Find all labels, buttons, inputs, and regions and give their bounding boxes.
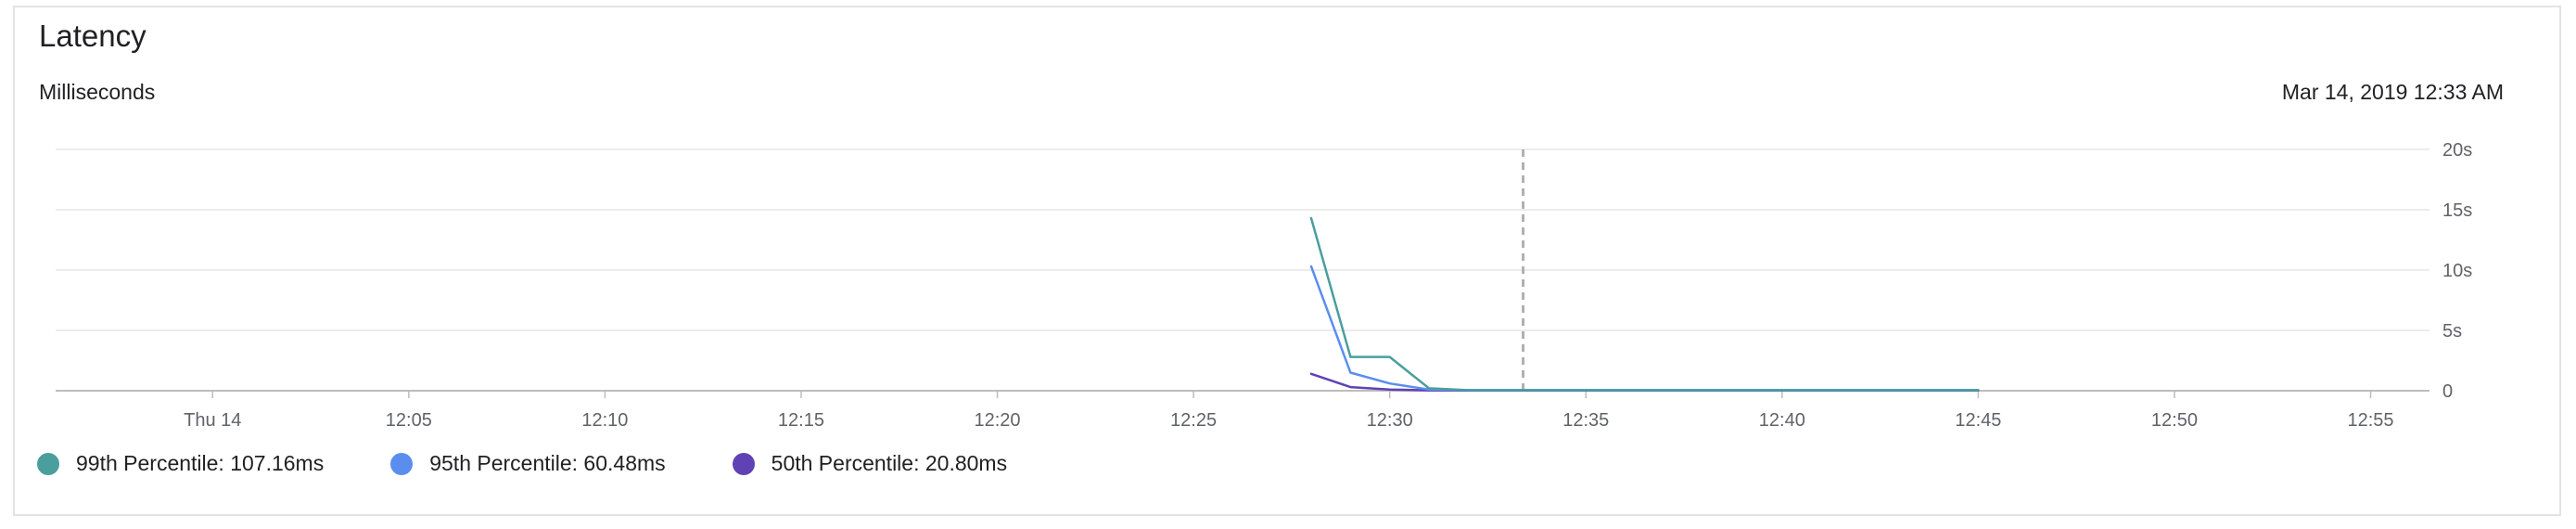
x-tick-label: 12:15 xyxy=(778,410,824,431)
x-tick-label: Thu 14 xyxy=(184,410,241,431)
legend-item-99th[interactable]: 99th Percentile: 107.16ms xyxy=(37,451,324,476)
x-tick-label: 12:05 xyxy=(386,410,432,431)
legend-item-95th[interactable]: 95th Percentile: 60.48ms xyxy=(390,451,666,476)
x-tick-label: 12:10 xyxy=(581,410,628,431)
x-tick-label: 12:40 xyxy=(1759,410,1805,431)
series-line-99th xyxy=(1309,216,1980,392)
legend-dot-50th xyxy=(732,452,755,475)
y-tick-label: 0 xyxy=(2442,381,2453,402)
y-tick-label: 15s xyxy=(2442,200,2472,221)
y-tick-label: 20s xyxy=(2442,140,2472,161)
legend-dot-95th xyxy=(390,452,414,475)
legend-dot-99th xyxy=(37,452,59,475)
x-tick-label: 12:35 xyxy=(1562,410,1609,431)
legend-label-95th: 95th Percentile: 60.48ms xyxy=(429,451,666,475)
latency-line-chart[interactable]: 0 5s 10s 15s 20s Thu 14 12:05 12:10 12:15 12:20 12… xyxy=(0,0,2576,436)
x-tick-label: 12:30 xyxy=(1367,410,1413,431)
legend-label-99th: 99th Percentile: 107.16ms xyxy=(76,451,325,475)
chart-unit-label: Milliseconds xyxy=(39,80,156,104)
x-tick-label: 12:45 xyxy=(1955,410,2001,431)
legend-item-50th[interactable]: 50th Percentile: 20.80ms xyxy=(732,451,1008,476)
x-tick-label: 12:50 xyxy=(2151,410,2198,431)
x-tick-label: 12:20 xyxy=(975,410,1021,431)
series-line-95th xyxy=(1309,264,1980,392)
cursor-timestamp: Mar 14, 2019 12:33 AM xyxy=(2281,80,2504,104)
chart-title: Latency xyxy=(39,19,147,53)
latency-card xyxy=(13,6,2561,516)
chart-legend: 99th Percentile: 107.16ms 95th Percentil… xyxy=(37,451,1074,476)
legend-label-50th: 50th Percentile: 20.80ms xyxy=(771,451,1008,475)
y-tick-label: 5s xyxy=(2442,321,2462,342)
x-tick-label: 12:55 xyxy=(2347,410,2393,431)
y-tick-label: 10s xyxy=(2442,261,2472,281)
x-tick-label: 12:25 xyxy=(1170,410,1217,431)
